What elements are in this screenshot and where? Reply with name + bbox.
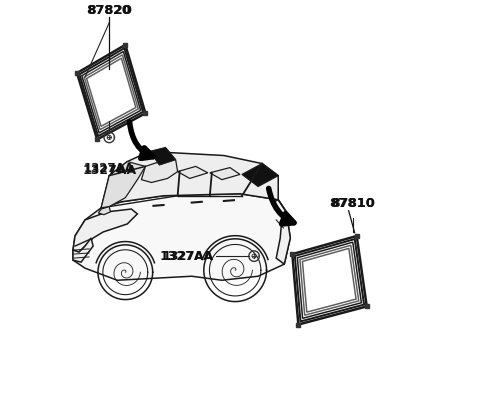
Polygon shape xyxy=(101,162,145,208)
Polygon shape xyxy=(73,209,137,252)
Text: 87810: 87810 xyxy=(331,197,374,210)
Polygon shape xyxy=(142,160,178,183)
Polygon shape xyxy=(210,168,240,180)
Text: 87810: 87810 xyxy=(330,197,376,210)
Text: 1327AA: 1327AA xyxy=(84,162,134,174)
Text: 87820: 87820 xyxy=(86,4,132,17)
Polygon shape xyxy=(98,207,110,215)
Text: 1327AA: 1327AA xyxy=(160,249,214,263)
Text: 1327AA: 1327AA xyxy=(82,164,136,177)
Polygon shape xyxy=(101,152,278,208)
Text: 87820: 87820 xyxy=(87,4,131,17)
Polygon shape xyxy=(73,238,93,262)
Polygon shape xyxy=(73,194,290,280)
Polygon shape xyxy=(292,236,367,324)
Polygon shape xyxy=(242,164,278,187)
Polygon shape xyxy=(149,147,176,165)
Text: 1327AA: 1327AA xyxy=(163,249,214,263)
Polygon shape xyxy=(274,200,290,264)
Polygon shape xyxy=(77,45,145,139)
Polygon shape xyxy=(178,166,208,179)
